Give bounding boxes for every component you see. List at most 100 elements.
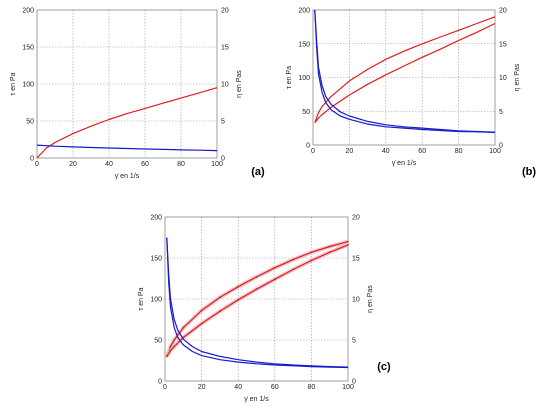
series-point-tau <box>219 310 221 313</box>
series-point-tau <box>310 259 313 262</box>
x-tick-label: 100 <box>211 161 223 168</box>
series-point-tau <box>169 349 172 352</box>
y-left-tick-label: 100 <box>22 82 34 89</box>
y-right-axis-label: η en Pas <box>236 70 243 98</box>
y-right-tick-label: 0 <box>499 143 503 150</box>
series-point-tau <box>173 339 176 341</box>
series-point-tau <box>237 298 240 301</box>
plot-frame <box>312 9 496 146</box>
plot-frame <box>164 216 349 382</box>
y-right-tick-label: 5 <box>352 338 356 345</box>
series-band-tau <box>164 239 349 358</box>
y-left-axis-label: τ en Pa <box>138 287 145 310</box>
x-tick-label: 20 <box>69 161 77 168</box>
x-tick-label: 60 <box>271 384 279 391</box>
y-right-tick-label: 20 <box>221 8 229 15</box>
series-point-tau <box>237 285 240 288</box>
x-tick-label: 0 <box>163 384 167 391</box>
y-right-tick-label: 15 <box>352 256 360 263</box>
series-point-tau <box>255 275 258 278</box>
series-line-tau-1 <box>36 87 218 159</box>
series-point-tau <box>347 243 349 246</box>
y-left-axis-label: τ en Pa <box>286 66 293 89</box>
x-tick-label: 40 <box>234 384 242 391</box>
y-right-tick-label: 10 <box>352 297 360 304</box>
y-left-axis-label: τ en Pa <box>10 72 17 95</box>
y-left-tick-label: 100 <box>150 297 162 304</box>
x-tick-label: 20 <box>198 384 206 391</box>
y-left-tick-label: 0 <box>30 156 34 163</box>
series-point-tau <box>255 288 258 291</box>
y-right-tick-label: 5 <box>221 119 225 126</box>
x-tick-label: 80 <box>177 161 185 168</box>
x-tick-label: 0 <box>311 148 315 155</box>
y-left-tick-label: 150 <box>150 256 162 263</box>
panel-label: (b) <box>522 166 536 178</box>
x-tick-label: 60 <box>418 148 426 155</box>
series-point-tau <box>165 355 168 358</box>
y-left-tick-label: 200 <box>150 215 162 222</box>
y-right-tick-label: 20 <box>352 215 360 222</box>
series-point-tau <box>200 322 203 325</box>
x-tick-label: 100 <box>489 148 501 155</box>
y-left-tick-label: 150 <box>22 45 34 52</box>
y-right-tick-label: 20 <box>499 8 507 15</box>
y-right-axis-label: η en Pas <box>514 63 521 91</box>
y-right-tick-label: 15 <box>221 45 229 52</box>
series-line-eta-4 <box>166 237 349 369</box>
y-left-tick-label: 50 <box>302 109 310 116</box>
series-line-tau-1 <box>314 16 496 123</box>
series-point-tau <box>219 296 221 299</box>
x-tick-label: 0 <box>35 161 39 168</box>
x-axis-label: γ̇ en 1/s <box>392 160 417 167</box>
series-line-tau-1 <box>166 241 349 357</box>
y-right-tick-label: 0 <box>221 156 225 163</box>
series-band-tau <box>165 243 349 358</box>
y-left-tick-label: 0 <box>306 143 310 150</box>
x-tick-label: 40 <box>382 148 390 155</box>
x-tick-label: 80 <box>308 384 316 391</box>
y-left-tick-label: 200 <box>298 8 310 15</box>
y-right-tick-label: 0 <box>352 379 356 386</box>
plot-frame <box>36 9 218 159</box>
y-left-tick-label: 50 <box>26 119 34 126</box>
y-left-tick-label: 50 <box>154 338 162 345</box>
y-right-tick-label: 10 <box>221 82 229 89</box>
x-tick-label: 20 <box>346 148 354 155</box>
series-point-tau <box>273 266 276 269</box>
panel-label: (c) <box>377 361 391 373</box>
series-line-tau-2 <box>314 22 496 124</box>
x-axis-label: γ̇ en 1/s <box>115 173 140 180</box>
y-left-tick-label: 0 <box>158 379 162 386</box>
series-point-tau <box>292 258 294 261</box>
y-left-tick-label: 150 <box>298 41 310 48</box>
series-point-tau <box>328 245 331 248</box>
y-left-tick-label: 200 <box>22 8 34 15</box>
series-point-tau <box>328 251 331 254</box>
x-tick-label: 100 <box>342 384 354 391</box>
series-point-tau <box>169 345 172 348</box>
series-point-tau <box>310 251 313 254</box>
y-right-tick-label: 10 <box>499 75 507 82</box>
y-right-tick-label: 15 <box>499 41 507 48</box>
y-left-tick-label: 100 <box>298 75 310 82</box>
series-point-tau <box>182 326 185 329</box>
series-point-tau <box>347 240 349 243</box>
series-point-tau <box>273 278 276 281</box>
x-tick-label: 40 <box>105 161 113 168</box>
y-right-axis-label: η en Pas <box>367 285 374 313</box>
series-line-tau-2 <box>166 244 349 357</box>
series-line-eta-2 <box>36 144 218 152</box>
panel-label: (a) <box>251 166 265 178</box>
series-line-eta-3 <box>166 237 349 368</box>
series-line-eta-4 <box>314 9 496 134</box>
series-point-tau <box>173 345 176 348</box>
y-right-tick-label: 5 <box>499 109 503 116</box>
series-line-eta-3 <box>314 9 496 133</box>
x-tick-label: 80 <box>455 148 463 155</box>
series-point-tau <box>200 309 203 312</box>
